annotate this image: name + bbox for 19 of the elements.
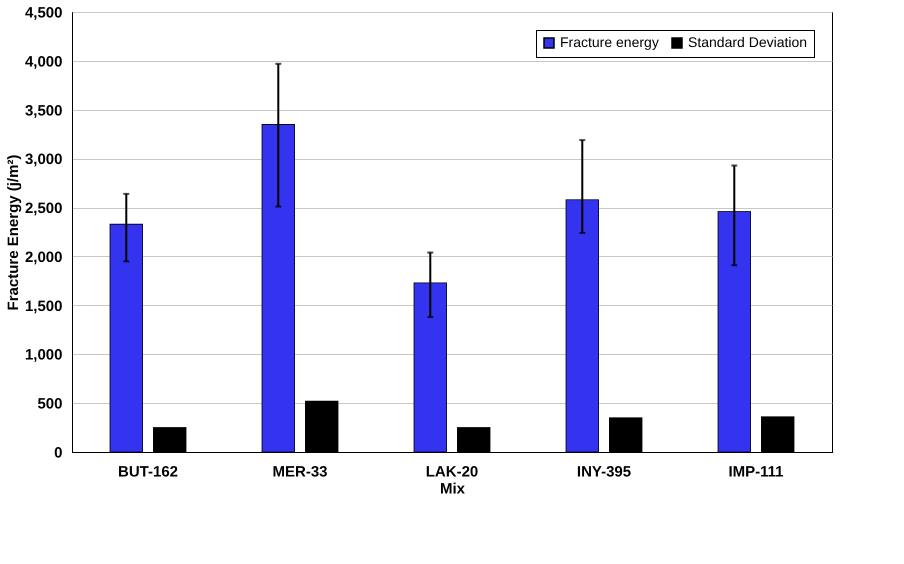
x-tick-label: MER-33 bbox=[272, 464, 328, 480]
y-tick-label: 1,500 bbox=[24, 298, 62, 315]
y-tick-label: 1,000 bbox=[24, 346, 62, 364]
y-tick-label: 2,500 bbox=[24, 200, 62, 218]
x-axis-title: Mix bbox=[440, 480, 466, 498]
y-tick-label: 3,500 bbox=[24, 102, 62, 120]
x-tick-label: IMP-111 bbox=[728, 464, 784, 480]
y-tick-label: 4,500 bbox=[24, 4, 62, 22]
y-axis-title: Fracture Energy (j/m²) bbox=[4, 154, 22, 310]
x-tick-label: INY-395 bbox=[576, 464, 632, 480]
legend-label: Standard Deviation bbox=[688, 34, 808, 50]
x-tick-label: LAK-20 bbox=[426, 464, 478, 480]
y-tick-label: 4,000 bbox=[24, 53, 62, 70]
y-tick-label: 500 bbox=[37, 396, 62, 413]
y-tick-label: 0 bbox=[54, 444, 62, 462]
y-tick-label: 3,000 bbox=[24, 151, 62, 168]
y-tick-label: 2,000 bbox=[24, 248, 62, 266]
legend-label: Fracture energy bbox=[560, 34, 659, 50]
x-tick-label: BUT-162 bbox=[118, 464, 178, 480]
